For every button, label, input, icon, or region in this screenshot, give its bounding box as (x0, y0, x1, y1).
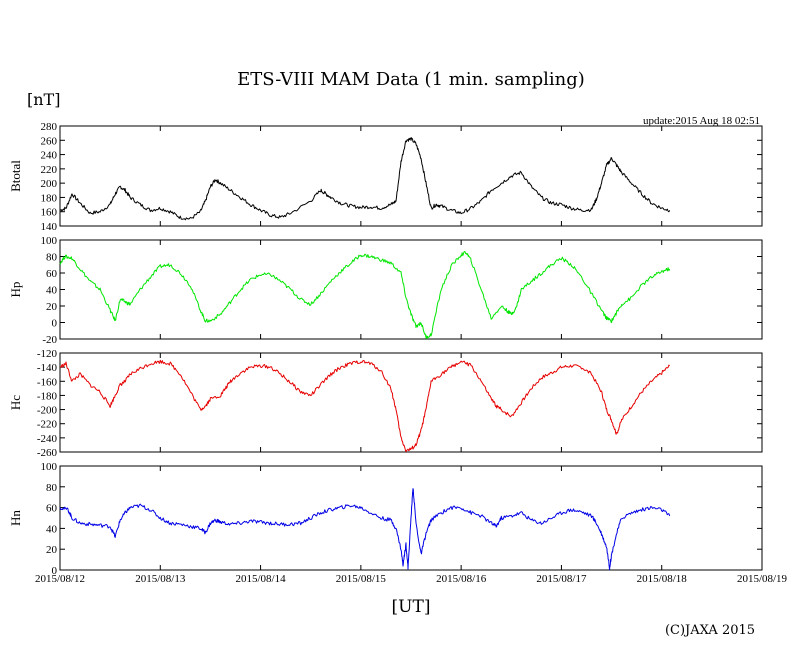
y-tick-label: -180 (37, 390, 58, 402)
unit-label: [nT] (27, 90, 60, 109)
x-tick-label: 2015/08/13 (135, 573, 186, 585)
panel-hp: -20 0 20 40 60 80 100 Hp (8, 235, 763, 346)
x-tick-label: 2015/08/14 (236, 573, 287, 585)
y-tick-label: 40 (46, 285, 58, 297)
chart-title: ETS-VIII MAM Data (1 min. sampling) (237, 69, 585, 90)
y-tick-label: 100 (41, 235, 58, 247)
y-tick-label: -160 (37, 376, 58, 388)
update-timestamp: update:2015 Aug 18 02:51 (643, 115, 760, 127)
y-tick-label: -140 (37, 362, 58, 374)
y-tick-label: 100 (41, 461, 58, 473)
y-axis-label-hc: Hc (8, 395, 23, 410)
series-line-hc (59, 359, 670, 453)
series-line-btotal (59, 137, 671, 221)
series-line-hn (59, 488, 671, 571)
x-tick-label: 2015/08/18 (637, 573, 688, 585)
y-tick-label: -240 (37, 433, 58, 445)
y-tick-label: 40 (46, 523, 58, 535)
y-tick-label: 0 (52, 318, 58, 330)
x-tick-label: 2015/08/15 (336, 573, 387, 585)
y-tick-label: -120 (37, 348, 58, 360)
x-axis-label: [UT] (392, 597, 431, 617)
y-tick-label: 200 (41, 178, 58, 190)
y-tick-label: 180 (41, 192, 58, 204)
series-line-hp (59, 251, 671, 340)
panel-frame (59, 465, 763, 571)
y-axis-label-btotal: Btotal (8, 160, 23, 192)
y-axis-label-hn: Hn (8, 510, 23, 526)
panel-hn: 0 20 40 60 80 100 Hn (8, 461, 763, 577)
panel-btotal: 140 160 180 200 220 240 260 280 Btotal (8, 121, 763, 233)
panel-frame (59, 239, 763, 340)
y-tick-label: 220 (41, 164, 58, 176)
y-tick-label: 240 (41, 150, 58, 162)
y-tick-label: 60 (46, 503, 58, 515)
panel-hc: -260 -240 -220 -200 -180 -160 -140 -120 Hc (8, 348, 763, 459)
y-tick-label: 60 (46, 268, 58, 280)
x-axis-ticks: 2015/08/12 2015/08/13 2015/08/14 2015/08/15… (35, 573, 788, 585)
y-tick-label: -220 (37, 419, 58, 431)
y-tick-label: 0 (52, 565, 58, 577)
y-tick-label: 260 (41, 135, 58, 147)
x-tick-label: 2015/08/12 (35, 573, 85, 585)
copyright-text: (C)JAXA 2015 (665, 623, 755, 638)
panel-frame (59, 352, 763, 453)
y-tick-label: 80 (46, 252, 58, 264)
y-tick-label: 160 (41, 207, 58, 219)
x-tick-label: 2015/08/16 (436, 573, 487, 585)
y-tick-label: 140 (41, 221, 58, 233)
panels: 140160180200220240260280Btotal-200204060… (8, 121, 763, 577)
y-tick-label: -200 (37, 405, 58, 417)
y-tick-label: -260 (37, 447, 58, 459)
y-tick-label: 20 (46, 301, 58, 313)
panel-frame (59, 125, 763, 227)
y-axis-label-hp: Hp (8, 282, 23, 298)
x-tick-label: 2015/08/19 (737, 573, 788, 585)
y-tick-label: -20 (42, 334, 57, 346)
y-tick-label: 280 (41, 121, 58, 133)
x-tick-label: 2015/08/17 (536, 573, 587, 585)
y-tick-label: 20 (46, 544, 58, 556)
y-tick-label: 80 (46, 482, 58, 494)
